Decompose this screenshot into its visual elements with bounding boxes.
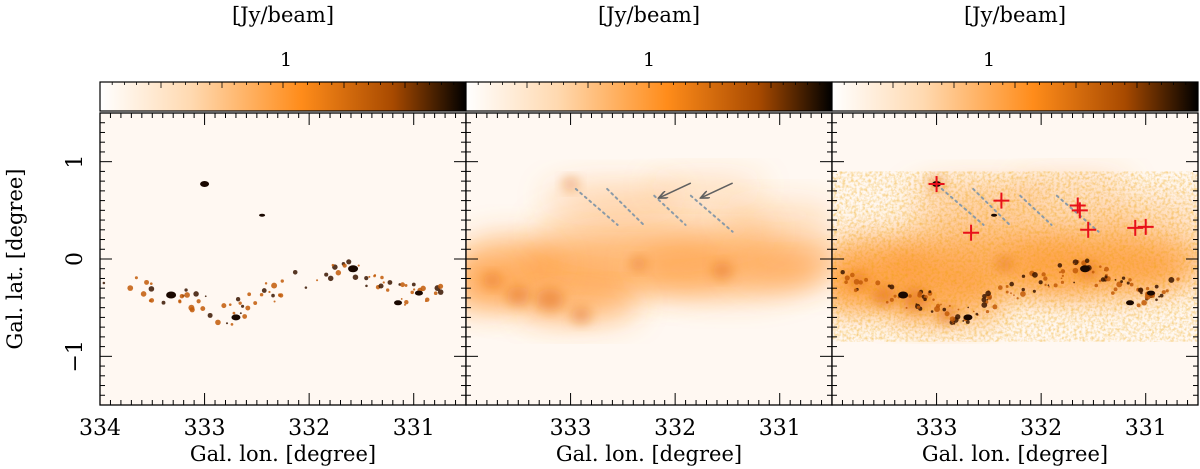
y-tick-label: −1	[63, 340, 88, 372]
x-tick-label: 332	[654, 416, 696, 441]
dotted-filament-line	[1019, 194, 1053, 226]
colorbar-tick-label: 1	[983, 49, 995, 71]
emission-map	[832, 171, 1198, 342]
red-cross-marker	[928, 176, 945, 193]
red-cross-marker	[993, 192, 1010, 209]
y-axis-label: Gal. lat. [degree]	[3, 169, 27, 350]
emission-map	[466, 172, 832, 326]
x-tick-label: 331	[393, 416, 435, 441]
colorbar-unit-label: [Jy/beam]	[964, 3, 1066, 27]
arrow-annotation	[659, 182, 692, 198]
x-tick-label: 332	[1020, 416, 1062, 441]
red-cross-marker	[1137, 218, 1154, 235]
arrow-annotation	[701, 182, 733, 198]
y-tick-label: 1	[63, 155, 88, 169]
x-tick-label: 332	[288, 416, 330, 441]
dotted-filament-line	[972, 187, 1011, 226]
colorbar-tick-label: 1	[280, 49, 292, 71]
colorbar-unit-label: [Jy/beam]	[232, 3, 334, 27]
map-background	[100, 113, 466, 405]
red-cross-marker	[1080, 221, 1097, 238]
x-tick-label: 333	[550, 416, 592, 441]
x-axis-label: Gal. lon. [degree]	[190, 442, 376, 466]
x-tick-label: 334	[79, 416, 121, 441]
x-tick-label: 333	[916, 416, 958, 441]
x-tick-label: 331	[1125, 416, 1167, 441]
panel-2: [Jy/beam] 1 333 332 331 Gal. lon. [degree]	[465, 3, 833, 466]
x-axis-label: Gal. lon. [degree]	[556, 442, 742, 466]
x-tick-label: 331	[759, 416, 801, 441]
y-tick-label: 0	[63, 252, 88, 266]
colorbar-tick-label: 1	[643, 49, 655, 71]
red-cross-marker	[1071, 202, 1088, 219]
panel-1: [Jy/beam] 1 334 333 332 331 Gal. lon. [degree]…	[3, 3, 467, 466]
panel-3: [Jy/beam] 1 333 332 331 Gal. lon. [degree]	[831, 3, 1199, 466]
x-axis-label: Gal. lon. [degree]	[922, 442, 1108, 466]
x-tick-label: 333	[184, 416, 226, 441]
dotted-filament-line	[653, 194, 687, 226]
emission-map	[102, 181, 444, 326]
red-cross-marker	[963, 224, 980, 241]
colorbar-unit-label: [Jy/beam]	[598, 3, 700, 27]
dotted-filament-line	[606, 187, 645, 226]
